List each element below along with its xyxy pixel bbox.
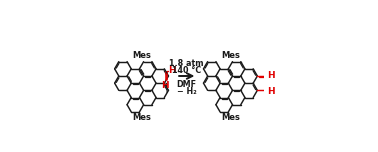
Text: H: H bbox=[168, 66, 176, 75]
Text: − H₂: − H₂ bbox=[177, 87, 197, 96]
Text: DMF: DMF bbox=[177, 80, 197, 89]
Text: 1.8 atm: 1.8 atm bbox=[169, 59, 204, 68]
Text: Mes: Mes bbox=[132, 51, 151, 60]
Text: Mes: Mes bbox=[221, 51, 240, 60]
Text: H: H bbox=[267, 71, 275, 80]
Text: 140 °C: 140 °C bbox=[172, 66, 201, 75]
Text: H: H bbox=[161, 81, 169, 90]
Text: Mes: Mes bbox=[221, 113, 240, 122]
Text: H: H bbox=[267, 87, 275, 96]
Text: Mes: Mes bbox=[132, 113, 151, 122]
